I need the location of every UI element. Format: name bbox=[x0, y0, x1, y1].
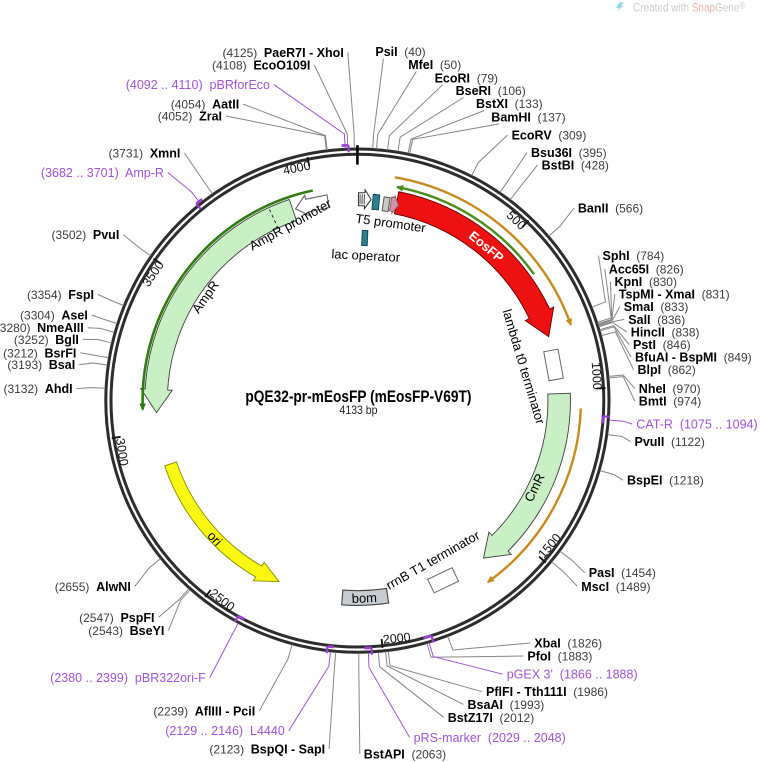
svg-text:NheI (970): NheI (970) bbox=[639, 382, 701, 396]
svg-text:EcoRI (79): EcoRI (79) bbox=[435, 71, 498, 85]
svg-text:(2239) AflIII - PciI: (2239) AflIII - PciI bbox=[153, 705, 255, 719]
svg-text:BstBI (428): BstBI (428) bbox=[542, 158, 609, 172]
svg-text:(4125) PaeR7I - XhoI: (4125) PaeR7I - XhoI bbox=[223, 46, 344, 60]
svg-text:lac operator: lac operator bbox=[331, 246, 401, 265]
svg-text:HincII (838): HincII (838) bbox=[631, 325, 700, 339]
svg-text:(4108) EcoO109I: (4108) EcoO109I bbox=[212, 59, 310, 73]
svg-text:(3252) BglI: (3252) BglI bbox=[14, 333, 79, 347]
svg-text:Bsu36I (395): Bsu36I (395) bbox=[531, 146, 607, 160]
svg-text:MfeI (50): MfeI (50) bbox=[408, 58, 461, 72]
svg-text:(2655) AlwNI: (2655) AlwNI bbox=[55, 580, 131, 594]
svg-text:SalI (836): SalI (836) bbox=[628, 313, 685, 327]
svg-text:(3212) BsrFI: (3212) BsrFI bbox=[3, 346, 76, 360]
svg-text:pQE32-pr-mEosFP (mEosFP-V69T): pQE32-pr-mEosFP (mEosFP-V69T) bbox=[245, 387, 471, 406]
svg-text:PfoI (1883): PfoI (1883) bbox=[527, 650, 592, 664]
svg-text:bom: bom bbox=[351, 590, 377, 606]
svg-text:BlpI (862): BlpI (862) bbox=[638, 363, 696, 377]
svg-text:BspEI (1218): BspEI (1218) bbox=[627, 474, 704, 488]
svg-text:(2543) BseYI: (2543) BseYI bbox=[88, 624, 164, 638]
svg-text:(2129 .. 2146) L4440: (2129 .. 2146) L4440 bbox=[165, 724, 285, 738]
svg-text:TspMI - XmaI (831): TspMI - XmaI (831) bbox=[619, 288, 730, 302]
svg-text:(2380 .. 2399) pBR322ori-F: (2380 .. 2399) pBR322ori-F bbox=[50, 671, 206, 685]
svg-text:BsaAI (1993): BsaAI (1993) bbox=[468, 698, 545, 712]
svg-text:(2547) PspFI: (2547) PspFI bbox=[79, 611, 154, 625]
svg-text:BfuAI - BspMI (849): BfuAI - BspMI (849) bbox=[635, 351, 752, 365]
svg-text:EcoRV (309): EcoRV (309) bbox=[512, 129, 587, 143]
svg-text:(4052) ZraI: (4052) ZraI bbox=[158, 110, 222, 124]
svg-text:BstXI (133): BstXI (133) bbox=[476, 97, 543, 111]
svg-text:BseRI (106): BseRI (106) bbox=[456, 84, 526, 98]
svg-text:1000: 1000 bbox=[589, 362, 604, 391]
svg-text:Acc65I (826): Acc65I (826) bbox=[609, 263, 684, 277]
svg-text:PasI (1454): PasI (1454) bbox=[589, 566, 656, 580]
svg-text:BmtI (974): BmtI (974) bbox=[639, 395, 701, 409]
svg-text:CAT-R (1075 .. 1094): CAT-R (1075 .. 1094) bbox=[636, 418, 757, 432]
svg-text:PsiI (40): PsiI (40) bbox=[375, 45, 425, 59]
svg-text:PstI (846): PstI (846) bbox=[633, 338, 691, 352]
svg-text:MscI (1489): MscI (1489) bbox=[581, 580, 650, 594]
svg-text:BanII (566): BanII (566) bbox=[578, 202, 643, 216]
svg-text:2000: 2000 bbox=[382, 630, 411, 647]
svg-text:BstAPI (2063): BstAPI (2063) bbox=[364, 747, 446, 761]
svg-text:SphI (784): SphI (784) bbox=[603, 249, 665, 263]
svg-text:(4054) AatII: (4054) AatII bbox=[171, 98, 239, 112]
svg-text:BstZ17I (2012): BstZ17I (2012) bbox=[448, 711, 535, 725]
svg-text:(2123) BspQI - SapI: (2123) BspQI - SapI bbox=[209, 743, 325, 757]
svg-text:(3132) AhdI: (3132) AhdI bbox=[3, 382, 72, 396]
svg-text:XbaI (1826): XbaI (1826) bbox=[534, 637, 602, 651]
svg-text:(3731) XmnI: (3731) XmnI bbox=[108, 147, 180, 161]
svg-text:pGEX 3' (1866 .. 1888): pGEX 3' (1866 .. 1888) bbox=[507, 668, 638, 682]
svg-text:4000: 4000 bbox=[282, 158, 312, 177]
svg-text:pRS-marker (2029 .. 2048): pRS-marker (2029 .. 2048) bbox=[414, 731, 566, 745]
svg-text:BamHI (137): BamHI (137) bbox=[491, 110, 565, 124]
svg-text:3000: 3000 bbox=[113, 437, 131, 467]
svg-text:(3502) PvuI: (3502) PvuI bbox=[52, 228, 120, 242]
svg-text:(3304) AseI: (3304) AseI bbox=[20, 309, 88, 323]
svg-text:Created with SnapGene®: Created with SnapGene® bbox=[633, 1, 745, 15]
svg-text:KpnI (830): KpnI (830) bbox=[615, 275, 677, 289]
svg-text:(3280) NmeAIII: (3280) NmeAIII bbox=[0, 321, 84, 335]
svg-text:(3682 .. 3701) Amp-R: (3682 .. 3701) Amp-R bbox=[41, 166, 164, 180]
svg-text:PvuII (1122): PvuII (1122) bbox=[635, 435, 705, 449]
svg-text:(3354) FspI: (3354) FspI bbox=[27, 288, 94, 302]
svg-text:PflFI - Tth111I (1986): PflFI - Tth111I (1986) bbox=[486, 685, 608, 699]
svg-text:SmaI (833): SmaI (833) bbox=[624, 300, 689, 314]
svg-text:(4092 .. 4110) pBRforEco: (4092 .. 4110) pBRforEco bbox=[126, 78, 270, 92]
svg-text:(3193) BsaI: (3193) BsaI bbox=[7, 358, 75, 372]
svg-text:4133 bp: 4133 bp bbox=[340, 403, 378, 417]
